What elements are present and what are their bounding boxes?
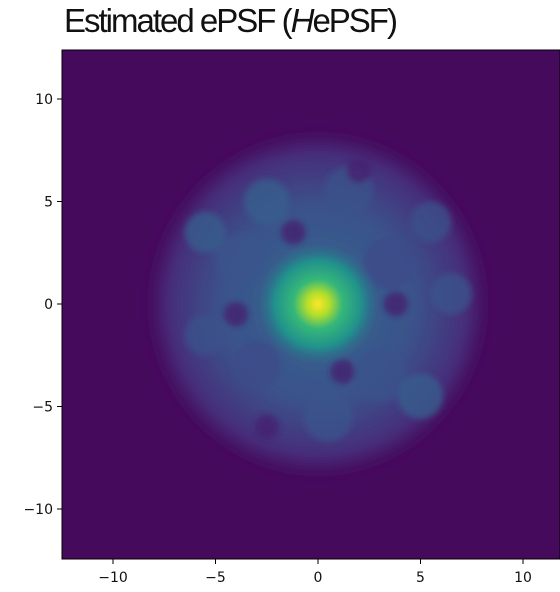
- speckle-dark: [281, 219, 306, 245]
- psf-core: [256, 242, 380, 366]
- speckle-blob: [363, 236, 417, 290]
- x-axis: −10 −5 0 5 10: [98, 559, 532, 586]
- y-tick-label: −5: [32, 400, 53, 416]
- x-tick-label: 10: [514, 570, 532, 586]
- title-part-2: H: [290, 2, 315, 39]
- y-tick-label: −10: [23, 502, 53, 518]
- speckle-dark: [330, 359, 355, 384]
- speckle-dark: [346, 158, 372, 184]
- chart-title: Estimated ePSF (HePSF): [64, 2, 398, 40]
- x-tick-label: 5: [416, 570, 425, 586]
- title-part-3: ePSF): [312, 2, 398, 39]
- y-axis: −10 −5 0 5 10: [23, 92, 62, 518]
- speckle-dark: [383, 291, 409, 317]
- title-part-1: Estimated ePSF (: [64, 2, 293, 39]
- speckle-blob: [244, 178, 290, 225]
- speckle-blob: [184, 211, 226, 253]
- y-tick-label: 0: [44, 297, 53, 313]
- speckle-blob: [215, 234, 265, 284]
- speckle-blob: [303, 392, 353, 442]
- speckle-blob: [231, 340, 282, 391]
- speckle-dark: [223, 301, 249, 327]
- speckle-dark: [254, 414, 280, 440]
- speckle-blob: [410, 201, 452, 243]
- x-tick-label: −10: [98, 570, 128, 586]
- speckle-blob: [184, 314, 226, 356]
- x-tick-label: 0: [314, 570, 323, 586]
- speckle-blob: [430, 273, 472, 315]
- x-tick-label: −5: [205, 570, 226, 586]
- speckle-blob: [352, 349, 407, 403]
- psf-speckle-ring: [184, 158, 472, 442]
- y-tick-label: 10: [35, 92, 53, 108]
- speckle-blob: [397, 373, 444, 419]
- y-tick-label: 5: [44, 195, 53, 211]
